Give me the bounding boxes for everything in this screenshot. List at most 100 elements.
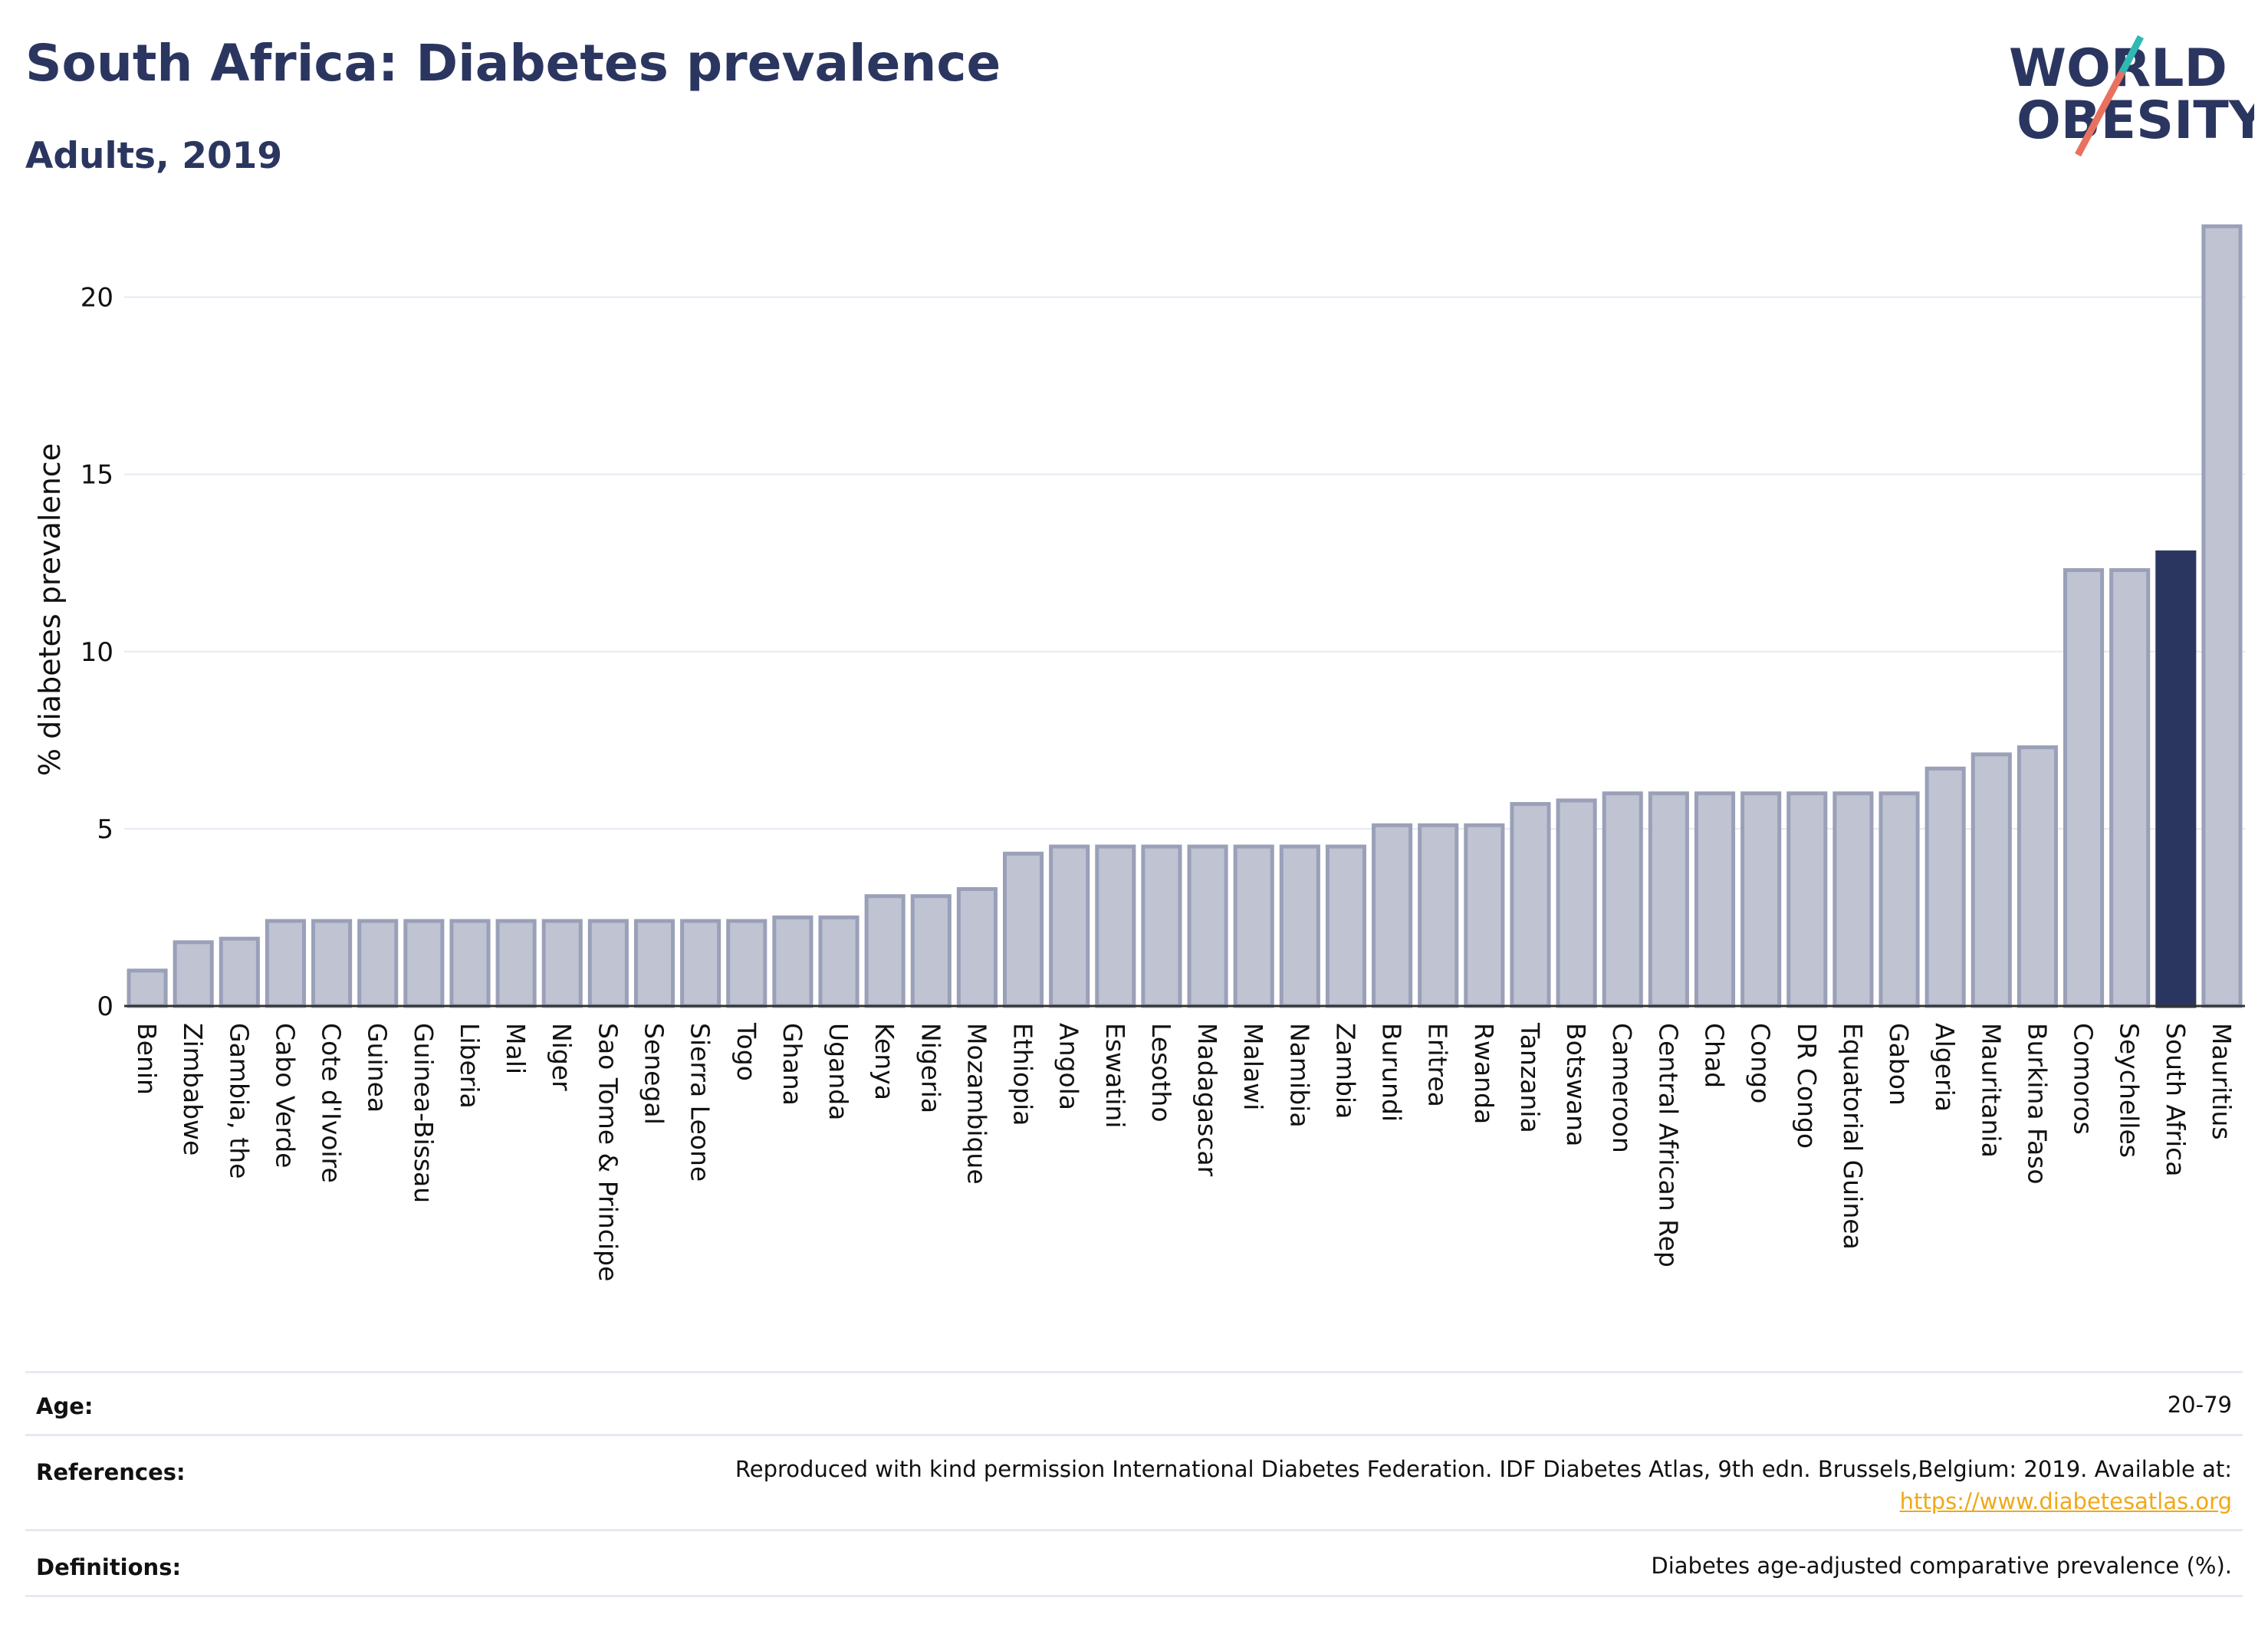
bar	[1049, 844, 1090, 1008]
age-key: Age:	[36, 1393, 94, 1419]
bar	[818, 915, 860, 1008]
x-category-label: Cabo Verde	[270, 1023, 300, 1168]
x-category-label: Nigeria	[915, 1023, 945, 1113]
x-category-label: Niger	[547, 1023, 577, 1091]
bar-chart: 0 5 10 15 20 Benin Zimbabwe Gambia, the Cabo Ve…	[33, 224, 2245, 1281]
x-category-label: Senegal	[639, 1023, 669, 1125]
bar	[1464, 823, 1505, 1008]
bar	[311, 919, 353, 1008]
x-category-label: Sierra Leone	[685, 1023, 715, 1182]
x-category-label: Cameroon	[1607, 1023, 1637, 1153]
x-category-label: Ethiopia	[1008, 1023, 1038, 1126]
bar	[1694, 791, 1736, 1008]
x-category-label: Mauritania	[1976, 1023, 2006, 1158]
x-category-label: Congo	[1746, 1023, 1776, 1103]
y-tick-label: 15	[81, 460, 113, 491]
x-category-label: Angola	[1054, 1023, 1084, 1110]
x-category-label: Gabon	[1884, 1023, 1914, 1106]
y-tick-label: 0	[97, 991, 113, 1022]
bar	[1418, 823, 1459, 1008]
svg-text:WORLD: WORLD	[2009, 38, 2227, 99]
x-category-labels: Benin Zimbabwe Gambia, the Cabo Verde Cote d…	[132, 1022, 2237, 1281]
chart-title: South Africa: Diabetes prevalence	[25, 34, 1001, 93]
bar	[403, 919, 445, 1008]
bar	[2155, 550, 2197, 1008]
x-category-label: Eritrea	[1423, 1023, 1453, 1107]
bar	[2201, 224, 2243, 1008]
bar	[910, 894, 952, 1008]
x-category-label: Guinea	[363, 1023, 393, 1113]
bar	[541, 919, 583, 1008]
x-category-label: Sao Tome & Principe	[593, 1023, 623, 1281]
x-category-label: Malawi	[1238, 1023, 1268, 1110]
bar	[1925, 766, 1966, 1008]
bar	[1002, 851, 1044, 1008]
x-category-label: Chad	[1700, 1023, 1730, 1088]
x-category-label: Benin	[132, 1023, 162, 1095]
y-tick-label: 10	[81, 637, 113, 668]
bar	[449, 919, 491, 1008]
x-category-label: Mauritius	[2207, 1023, 2237, 1140]
x-category-label: Togo	[731, 1022, 761, 1081]
x-category-label: Mali	[501, 1023, 531, 1074]
bar	[1325, 844, 1367, 1008]
references-link[interactable]: https://www.diabetesatlas.org	[1899, 1488, 2232, 1514]
bar	[772, 915, 814, 1008]
y-axis-label: % diabetes prevalence	[33, 443, 67, 776]
info-row-definitions: Definitions: Diabetes age-adjusted compa…	[25, 1529, 2243, 1597]
x-category-label: Zimbabwe	[178, 1023, 208, 1156]
bar	[173, 940, 214, 1008]
x-category-label: Central African Rep	[1653, 1023, 1683, 1267]
x-category-label: Equatorial Guinea	[1838, 1023, 1868, 1250]
bar	[1602, 791, 1643, 1008]
bar	[265, 919, 307, 1008]
x-category-label: Cote d'Ivoire	[317, 1023, 347, 1183]
x-category-label: Seychelles	[2115, 1023, 2145, 1158]
x-category-label: Namibia	[1284, 1023, 1314, 1128]
bars	[124, 224, 2245, 1008]
svg-text:OBESITY: OBESITY	[2017, 90, 2254, 151]
x-category-label: Comoros	[2069, 1023, 2099, 1135]
x-category-label: Mozambique	[961, 1023, 991, 1185]
bar	[1556, 798, 1597, 1008]
definitions-value: Diabetes age-adjusted comparative preval…	[1651, 1553, 2232, 1579]
bar	[1971, 752, 2012, 1008]
y-tick-label: 5	[97, 814, 113, 845]
bar	[1878, 791, 1920, 1008]
world-obesity-logo: WORLD OBESITY	[2009, 35, 2254, 157]
x-category-label: Lesotho	[1146, 1023, 1176, 1123]
bar	[1141, 844, 1182, 1008]
info-row-references: References: Reproduced with kind permiss…	[25, 1434, 2243, 1531]
chart-subtitle: Adults, 2019	[25, 135, 283, 177]
info-row-age: Age: 20-79	[25, 1371, 2243, 1436]
y-ticks: 0 5 10 15 20	[81, 283, 113, 1022]
bar	[495, 919, 537, 1008]
bar	[1510, 802, 1551, 1008]
info-table: Age: 20-79 References: Reproduced with k…	[25, 1371, 2243, 1601]
x-category-label: Burkina Faso	[2022, 1023, 2052, 1185]
bar	[1187, 844, 1228, 1008]
x-category-label: Uganda	[823, 1023, 853, 1120]
x-category-label: South Africa	[2161, 1023, 2191, 1177]
age-value: 20-79	[2167, 1392, 2232, 1418]
bar	[1279, 844, 1320, 1008]
bar	[1740, 791, 1782, 1008]
bar	[1233, 844, 1274, 1008]
bar	[2063, 567, 2105, 1008]
definitions-key: Definitions:	[36, 1554, 182, 1580]
bar	[2017, 745, 2058, 1008]
bar	[1786, 791, 1828, 1008]
x-category-label: DR Congo	[1792, 1023, 1822, 1149]
references-text: Reproduced with kind permission Internat…	[735, 1456, 2232, 1482]
bar	[127, 968, 168, 1008]
x-category-label: Gambia, the	[224, 1023, 254, 1179]
gridlines	[124, 296, 2245, 830]
bar	[1095, 844, 1136, 1008]
info-bottom-rule	[25, 1595, 2243, 1597]
bar	[357, 919, 399, 1008]
x-category-label: Algeria	[1930, 1023, 1960, 1112]
x-category-label: Kenya	[869, 1023, 899, 1100]
bar	[633, 919, 675, 1008]
bar	[726, 919, 768, 1008]
x-category-label: Liberia	[455, 1023, 485, 1109]
